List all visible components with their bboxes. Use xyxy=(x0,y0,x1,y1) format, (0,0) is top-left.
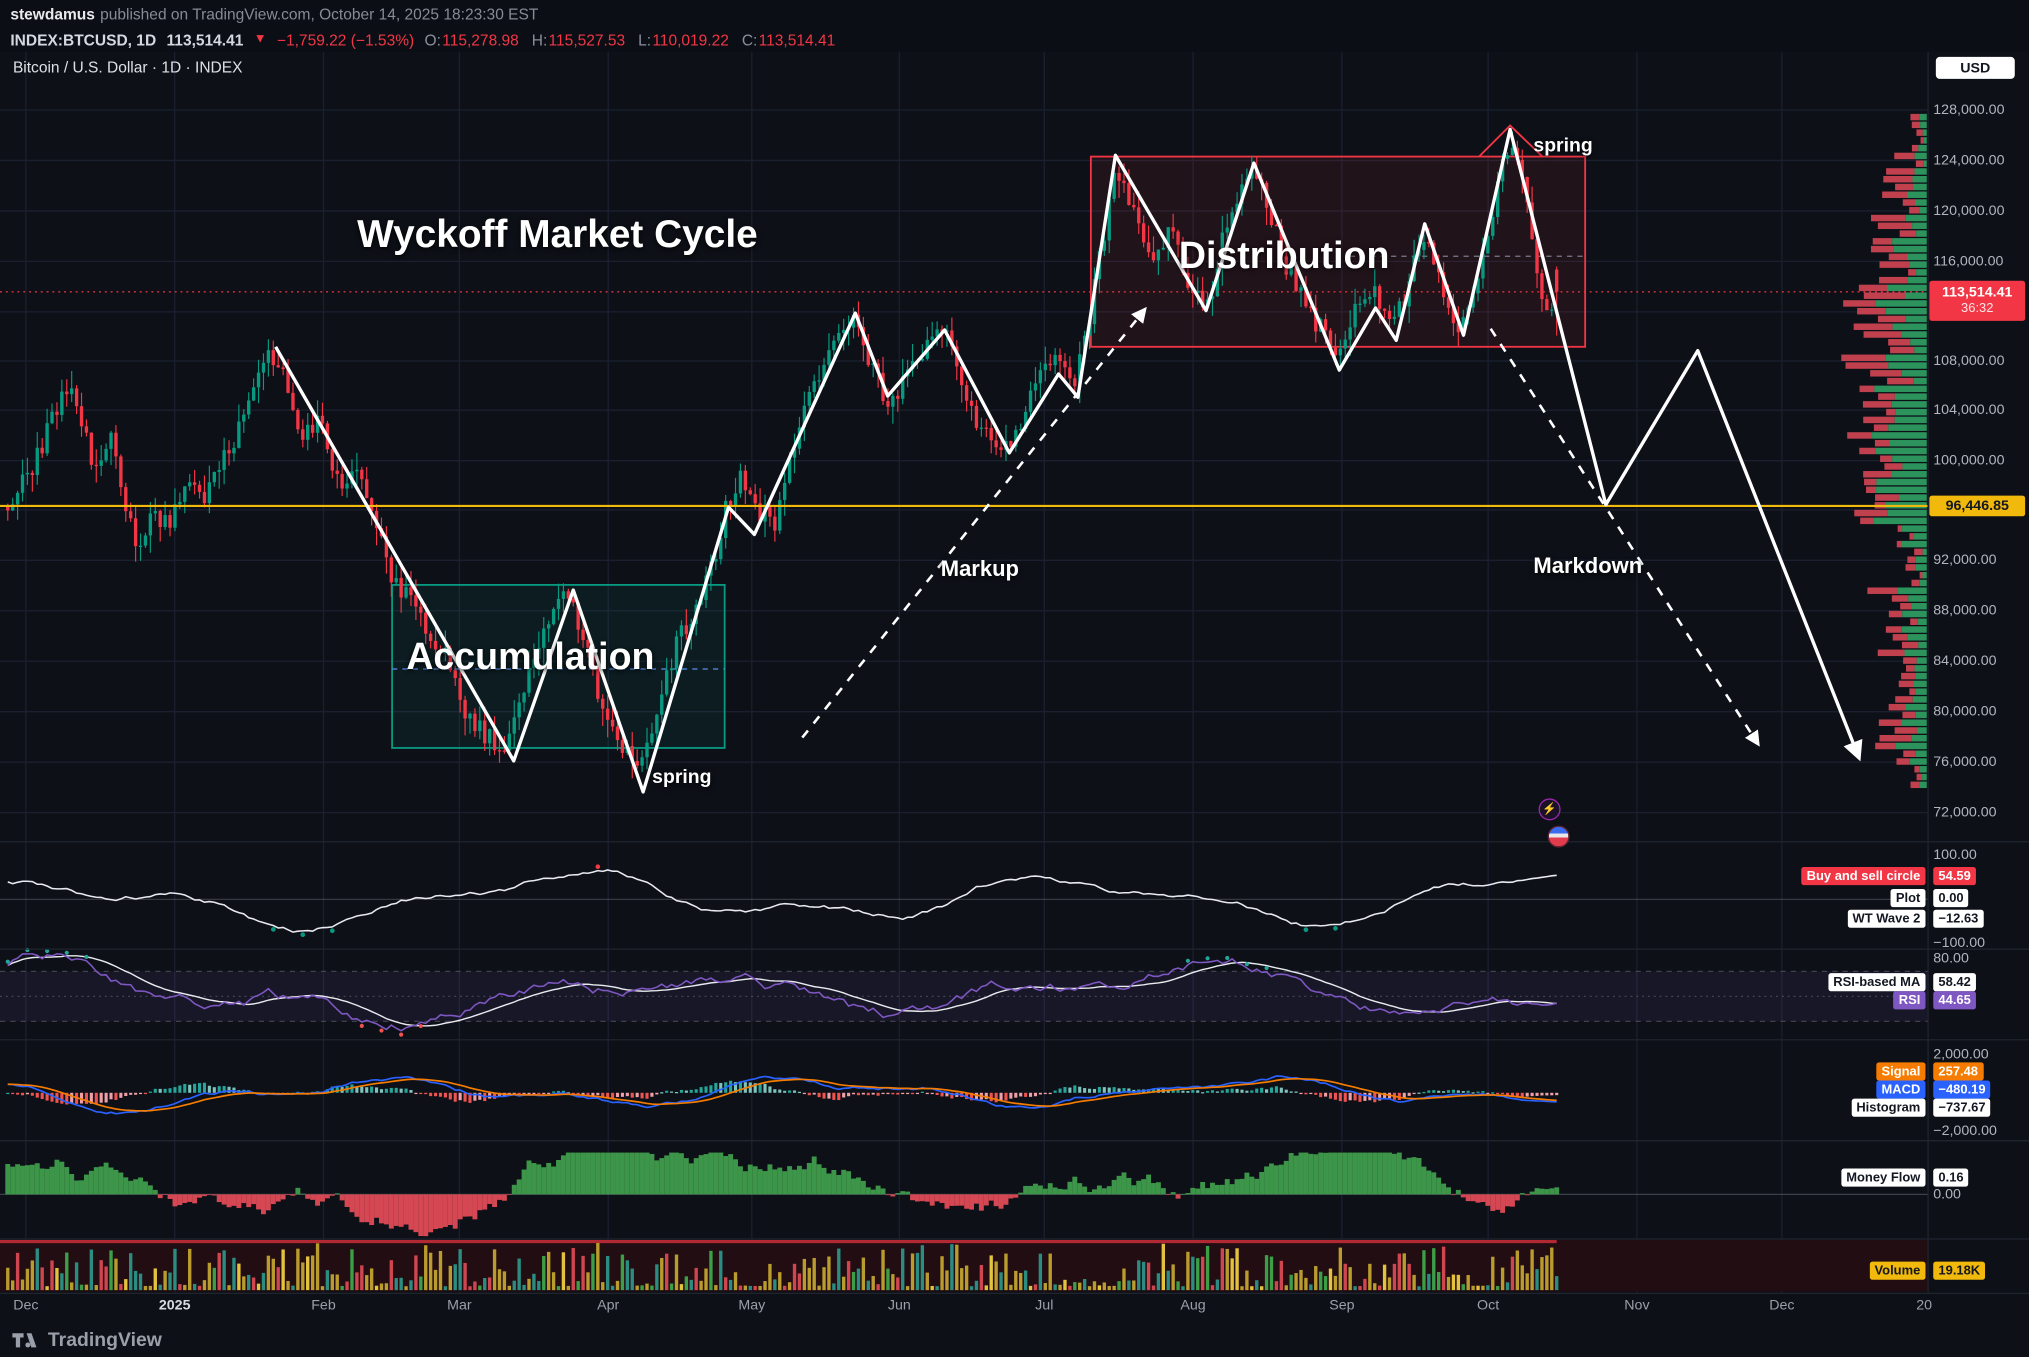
indicator-value-rsi: 44.65 xyxy=(1933,991,1976,1010)
last-price: 113,514.41 xyxy=(166,30,244,49)
price-axis-label: 76,000.00 xyxy=(1933,754,1997,770)
price-axis-label: 72,000.00 xyxy=(1933,804,1997,821)
publish-info: published on TradingView.com, October 14… xyxy=(100,4,539,23)
price-axis-label: 116,000.00 xyxy=(1933,253,2004,270)
pane-scale-label: 80.00 xyxy=(1933,951,1969,967)
price-axis-label: 120,000.00 xyxy=(1933,203,2005,219)
symbol-bar: INDEX:BTCUSD, 1D 113,514.41 ▼ −1,759.22 … xyxy=(0,27,2029,52)
price-axis-label: 80,000.00 xyxy=(1933,703,1997,720)
price-axis-label: 108,000.00 xyxy=(1933,353,2005,369)
pane-macd[interactable] xyxy=(6,1075,1559,1115)
down-triangle-icon: ▼ xyxy=(253,32,267,47)
indicator-value-volume: 19.18K xyxy=(1933,1261,1986,1280)
indicator-value-macd: −480.19 xyxy=(1933,1080,1991,1099)
price-axis-label: 124,000.00 xyxy=(1933,152,2005,169)
wyckoff-drawing[interactable] xyxy=(274,127,1863,794)
indicator-value-wavetrend: 0.00 xyxy=(1933,888,1969,908)
idea-flag-icon[interactable] xyxy=(1547,825,1570,848)
indicator-label-wavetrend[interactable]: Plot xyxy=(1890,888,1926,908)
pane-rsi[interactable] xyxy=(0,947,1929,1037)
price-axis-label: 128,000.00 xyxy=(1933,102,2005,118)
idea-lightning-icon[interactable]: ⚡ xyxy=(1538,798,1561,821)
low-value: L:110,019.22 xyxy=(638,30,729,49)
pane-wavetrend[interactable] xyxy=(0,864,1929,938)
bar-countdown: 36:32 xyxy=(1961,301,1994,316)
indicator-label-wavetrend[interactable]: WT Wave 2 xyxy=(1847,909,1926,928)
price-axis-label: 92,000.00 xyxy=(1933,552,1997,569)
price-axis-label: 104,000.00 xyxy=(1933,402,2005,418)
annotation-accumulation: Accumulation xyxy=(406,636,655,679)
time-axis-label: Jul xyxy=(1035,1297,1054,1314)
indicator-value-money-flow: 0.16 xyxy=(1933,1168,1969,1187)
indicator-label-wavetrend[interactable]: Buy and sell circle xyxy=(1801,866,1926,886)
volume-profile xyxy=(1841,113,1927,789)
time-axis-label: Nov xyxy=(1624,1297,1650,1314)
time-axis-label: Dec xyxy=(1769,1297,1795,1314)
time-axis-label: Sep xyxy=(1329,1297,1355,1314)
annotation-markup: Markup xyxy=(940,556,1019,582)
indicator-value-rsi: 58.42 xyxy=(1933,973,1976,992)
time-axis-label: Apr xyxy=(597,1297,620,1314)
close-value: C:113,514.41 xyxy=(741,30,836,49)
current-price-badge: 113,514.41 36:32 xyxy=(1929,280,2026,321)
symbol-interval[interactable]: INDEX:BTCUSD, 1D xyxy=(10,30,157,49)
price-axis-label: 84,000.00 xyxy=(1933,653,1997,670)
high-value: H:115,527.53 xyxy=(531,30,626,49)
time-axis-label: Jun xyxy=(887,1297,911,1314)
pane-scale-label: −100.00 xyxy=(1933,935,1986,952)
indicator-value-wavetrend: 54.59 xyxy=(1933,866,1976,886)
time-axis-label: Aug xyxy=(1180,1297,1206,1314)
publish-author: stewdamus xyxy=(10,4,95,23)
current-price-value: 113,514.41 xyxy=(1942,285,2013,301)
tradingview-logo-icon[interactable] xyxy=(10,1325,38,1353)
avg-price-badge: 96,446.85 xyxy=(1929,495,2026,517)
time-axis-label: Dec xyxy=(13,1297,39,1314)
currency-usd-button[interactable]: USD xyxy=(1935,56,2015,79)
time-axis-label: Feb xyxy=(311,1297,336,1314)
pane-volume[interactable] xyxy=(0,1239,1929,1292)
pane-separators xyxy=(0,51,2029,1295)
price-change: −1,759.22 (−1.53%) xyxy=(276,30,415,49)
pane-money-flow[interactable] xyxy=(0,1152,1929,1237)
time-axis-label: Mar xyxy=(447,1297,472,1314)
indicator-label-macd[interactable]: Histogram xyxy=(1851,1098,1926,1117)
indicator-value-macd: −737.67 xyxy=(1933,1098,1991,1117)
indicator-label-rsi[interactable]: RSI xyxy=(1893,991,1926,1010)
chart-legend-title[interactable]: Bitcoin / U.S. Dollar · 1D · INDEX xyxy=(12,58,243,77)
gridlines xyxy=(0,51,1929,1293)
tradingview-brand[interactable]: TradingView xyxy=(47,1328,162,1351)
time-axis-label: 2025 xyxy=(158,1297,191,1314)
pane-scale-label: 2,000.00 xyxy=(1933,1046,1989,1063)
indicator-label-money-flow[interactable]: Money Flow xyxy=(1841,1168,1926,1187)
indicator-label-macd[interactable]: Signal xyxy=(1876,1062,1926,1081)
time-axis-label: May xyxy=(738,1297,766,1314)
publish-bar: stewdamus published on TradingView.com, … xyxy=(0,0,2029,28)
indicator-label-volume[interactable]: Volume xyxy=(1869,1261,1926,1280)
indicator-label-rsi[interactable]: RSI-based MA xyxy=(1828,973,1926,992)
ohlc-values: O:115,278.98 H:115,527.53 L:110,019.22 C… xyxy=(425,30,836,48)
annotation-spring-accumulation: spring xyxy=(652,766,712,789)
indicator-label-macd[interactable]: MACD xyxy=(1876,1080,1926,1099)
annotation-wyckoff-title: Wyckoff Market Cycle xyxy=(357,213,758,257)
price-axis-label: 88,000.00 xyxy=(1933,603,1997,619)
pane-scale-label: 100.00 xyxy=(1933,847,1977,864)
annotation-distribution: Distribution xyxy=(1178,235,1390,277)
open-value: O:115,278.98 xyxy=(424,30,519,49)
indicator-value-macd: 257.48 xyxy=(1933,1062,1984,1081)
time-axis-label: 20 xyxy=(1916,1297,1933,1314)
pane-scale-label: −2,000.00 xyxy=(1933,1123,1997,1139)
annotation-markdown: Markdown xyxy=(1533,553,1643,579)
indicator-value-wavetrend: −12.63 xyxy=(1933,909,1984,928)
footer: TradingView xyxy=(10,1324,162,1355)
pane-scale-label: 0.00 xyxy=(1933,1186,1961,1203)
price-axis-label: 100,000.00 xyxy=(1933,452,2005,469)
annotation-spring-distribution: spring xyxy=(1533,134,1593,157)
time-axis-label: Oct xyxy=(1477,1297,1500,1314)
